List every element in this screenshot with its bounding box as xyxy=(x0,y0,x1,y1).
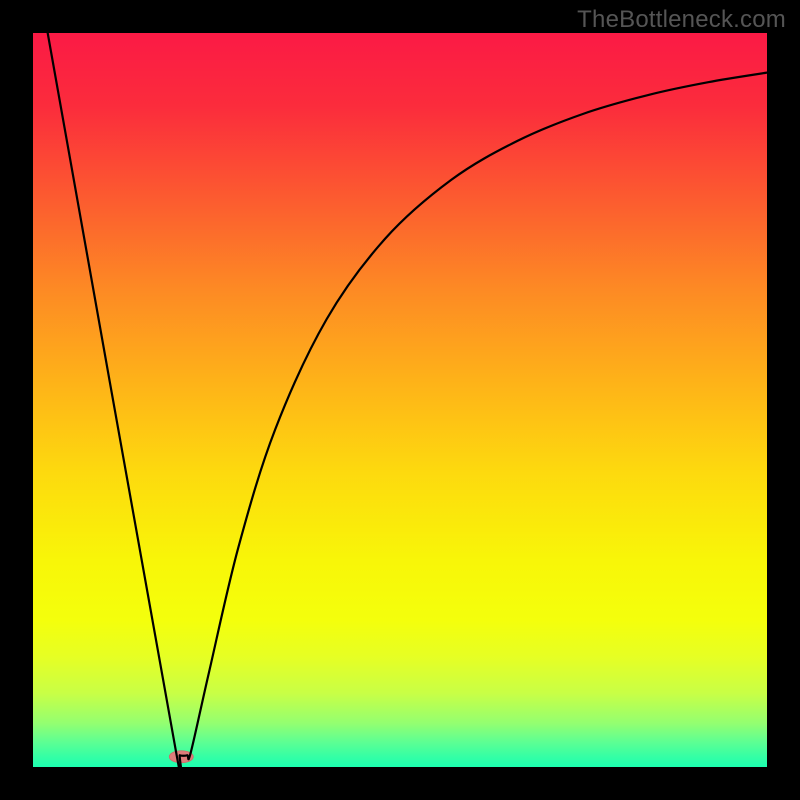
chart-svg xyxy=(0,0,800,800)
watermark-text: TheBottleneck.com xyxy=(577,6,786,34)
chart-container: TheBottleneck.com xyxy=(0,0,800,800)
